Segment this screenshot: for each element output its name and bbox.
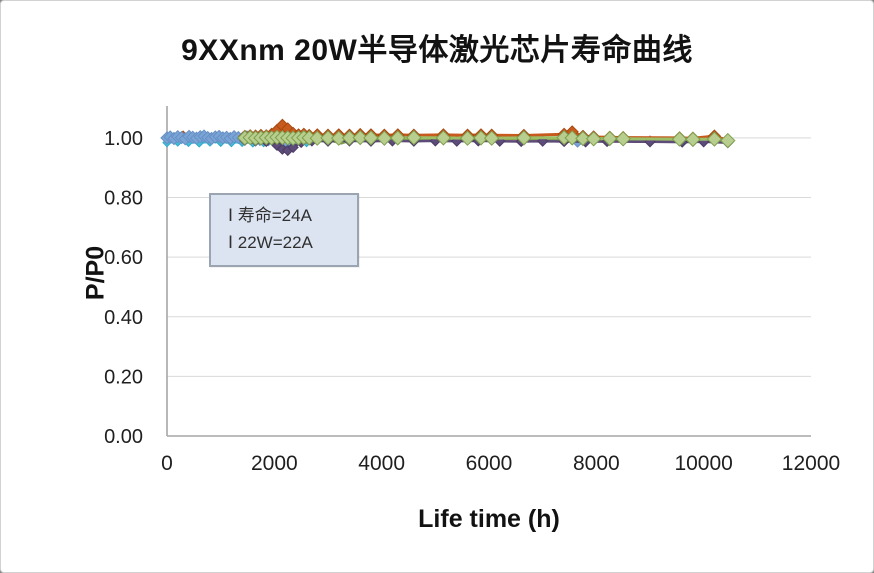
series-marker-chip-green <box>473 130 489 146</box>
series-marker-chip-green <box>376 130 393 146</box>
series-marker-chip-green <box>720 132 736 149</box>
series-marker-chip-green <box>341 130 358 146</box>
y-tick-label: 0.20 <box>104 366 143 388</box>
series-marker-chip-green <box>585 131 602 147</box>
chart-title: 9XXnm 20W半导体激光芯片寿命曲线 <box>181 34 693 67</box>
series-marker-chip-green <box>309 130 325 146</box>
y-axis-title: P/P0 <box>81 245 110 301</box>
series-marker-chip-green <box>320 130 336 146</box>
series-marker-chip-green <box>331 130 347 146</box>
y-tick-label: 0.60 <box>104 247 143 269</box>
x-tick-label: 2000 <box>251 452 298 475</box>
series-marker-chip-green <box>685 131 701 148</box>
x-tick-label: 12000 <box>782 452 840 475</box>
x-axis-title: Life time (h) <box>418 505 560 533</box>
annotation-line-2: Ⅰ 22W=22A <box>228 233 313 252</box>
x-tick-label: 6000 <box>466 452 513 475</box>
series-marker-chip-green <box>602 130 618 147</box>
series-marker-chip-green <box>406 129 422 146</box>
series-marker-chip-green <box>706 131 723 147</box>
series-marker-chip-green <box>575 130 591 147</box>
y-tick-label: 0.00 <box>104 426 143 448</box>
series-marker-chip-green <box>363 130 379 146</box>
x-tick-label: 8000 <box>573 452 620 475</box>
series-marker-chip-green <box>352 129 368 146</box>
annotation-box: Ⅰ 寿命=24A Ⅰ 22W=22A <box>209 193 359 267</box>
x-tick-label: 4000 <box>358 452 405 475</box>
series-marker-chip-green <box>435 130 452 146</box>
series-marker-chip-purple <box>271 139 283 152</box>
series-marker-chip-green <box>564 130 580 146</box>
series-marker-chip-green <box>390 130 406 146</box>
y-tick-label: 0.80 <box>104 188 143 210</box>
series-marker-chip-purple <box>287 141 299 154</box>
y-tick-label: 0.40 <box>104 307 143 329</box>
y-tick-label: 1.00 <box>104 128 143 150</box>
series-marker-chip-green <box>483 130 500 146</box>
series-marker-chip-green <box>671 131 688 147</box>
series-marker-chip-green <box>615 131 631 147</box>
x-tick-label: 10000 <box>674 452 732 475</box>
series-marker-chip-green <box>459 130 476 146</box>
x-tick-label: 0 <box>161 452 173 475</box>
annotation-line-1: Ⅰ 寿命=24A <box>228 206 312 225</box>
series-marker-chip-green <box>516 130 532 146</box>
